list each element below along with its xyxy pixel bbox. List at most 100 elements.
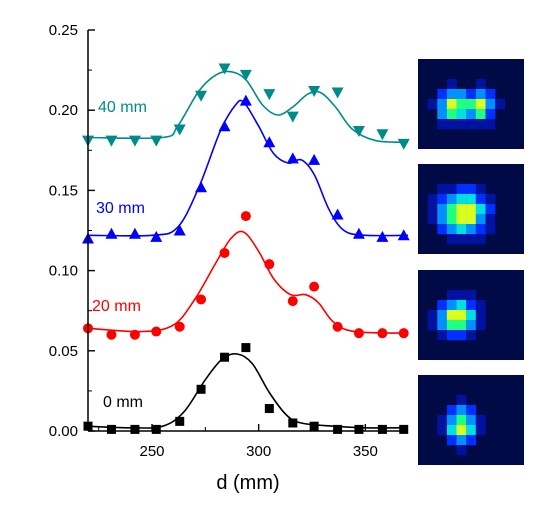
fit-curve-3 [87, 70, 409, 144]
spot-pixel [475, 320, 486, 331]
spot-pixel [485, 119, 496, 130]
spot-pixel [446, 89, 457, 100]
data-point [308, 85, 321, 97]
data-point [376, 129, 389, 141]
spot-pixel [446, 204, 457, 215]
spot-pixel [446, 224, 457, 235]
spot-pixel [437, 119, 448, 130]
spot-image-1 [418, 164, 524, 254]
y-tick-label: 0.10 [49, 263, 78, 280]
spot-pixel [437, 415, 448, 426]
spot-pixel [466, 310, 477, 321]
data-point [309, 421, 319, 431]
spot-pixel [485, 194, 496, 205]
spot-pixel [456, 405, 467, 416]
spot-pixel [456, 395, 467, 406]
data-point [309, 281, 320, 292]
data-point [218, 120, 231, 132]
spot-pixel [437, 320, 448, 331]
spot-pixel [456, 109, 467, 120]
spot-pixel [446, 435, 457, 446]
spot-pixel [485, 214, 496, 225]
spot-pixel [475, 234, 486, 245]
spot-pixel [446, 425, 457, 436]
data-point [150, 230, 163, 242]
spot-pixel [475, 184, 486, 195]
data-point [105, 227, 118, 239]
spot-pixel [466, 405, 477, 416]
data-point [151, 424, 161, 434]
spot-pixel [446, 310, 457, 321]
x-tick-label: 250 [139, 443, 164, 460]
spot-pixel [456, 320, 467, 331]
y-tick-label: 0.00 [49, 423, 78, 440]
spot-pixel [466, 234, 477, 245]
data-point [264, 404, 274, 414]
data-point [353, 328, 364, 339]
spot-pixel [446, 300, 457, 311]
spot-pixel [456, 425, 467, 436]
spot-pixel [456, 214, 467, 225]
data-point [399, 424, 409, 434]
spot-pixel [446, 290, 457, 301]
spot-pixel [456, 330, 467, 341]
series-label: 20 mm [92, 298, 141, 315]
data-point [239, 69, 252, 81]
spot-pixel [456, 204, 467, 215]
data-point [105, 135, 118, 147]
spot-pixel [437, 224, 448, 235]
data-point [196, 384, 206, 394]
spot-pixel [437, 214, 448, 225]
data-point [151, 326, 162, 337]
spot-pixel [475, 425, 486, 436]
data-point [376, 230, 389, 242]
spot-pixel [446, 415, 457, 426]
data-point [333, 424, 343, 434]
spot-pixel [466, 194, 477, 205]
spot-pixel [437, 310, 448, 321]
data-point [354, 424, 364, 434]
spot-pixel [495, 99, 505, 110]
spot-pixel [446, 234, 457, 245]
data-point [195, 90, 208, 102]
spot-pixel [475, 310, 486, 321]
spot-pixel [466, 224, 477, 235]
data-point [286, 152, 299, 164]
spot-pixel [446, 99, 457, 110]
spot-image-3 [418, 375, 524, 465]
plot-area: 0 mm 20 mm 30 mm 40 mm [82, 63, 410, 434]
spot-pixel [446, 330, 457, 341]
data-point [128, 227, 141, 239]
spot-pixel [427, 214, 438, 225]
data-point [263, 89, 276, 101]
spot-pixel [485, 89, 496, 100]
data-point [352, 126, 365, 138]
data-point [195, 181, 208, 193]
data-point [129, 329, 140, 340]
y-tick-label: 0.15 [49, 182, 78, 199]
data-point [331, 208, 344, 220]
data-point [220, 352, 230, 362]
data-point [377, 328, 388, 339]
spot-pixel [446, 79, 457, 90]
spot-pixel [437, 330, 448, 341]
data-point [264, 259, 275, 270]
spot-images [418, 59, 524, 465]
y-tick-label: 0.25 [49, 22, 78, 39]
spot-pixel [475, 89, 486, 100]
spot-pixel [475, 204, 486, 215]
spot-pixel [475, 224, 486, 235]
spot-pixel [427, 320, 438, 331]
spot-pixel [456, 89, 467, 100]
spot-pixel [475, 415, 486, 426]
data-point [128, 135, 141, 147]
spot-pixel [466, 204, 477, 215]
spot-pixel [427, 310, 438, 321]
spot-pixel [437, 184, 448, 195]
spot-pixel [456, 184, 467, 195]
spot-pixel [437, 194, 448, 205]
data-point [240, 211, 251, 222]
spot-pixel [456, 234, 467, 245]
data-point [398, 328, 409, 339]
data-point [174, 321, 185, 332]
